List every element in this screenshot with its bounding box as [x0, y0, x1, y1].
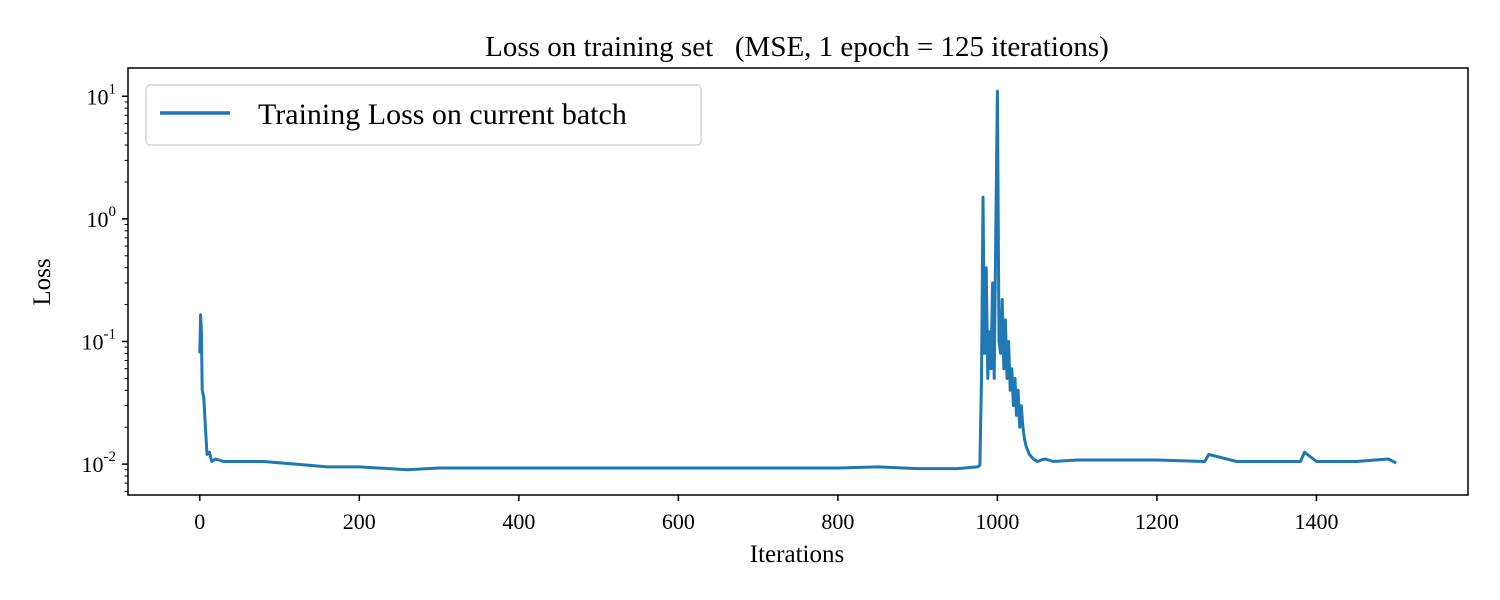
plot-area — [127, 67, 1469, 496]
chart-title: Loss on training set (MSE, 1 epoch = 125… — [485, 31, 1109, 63]
x-tick-label: 400 — [502, 509, 535, 534]
x-tick-label: 1200 — [1135, 509, 1179, 534]
plot-frame — [127, 67, 1469, 496]
y-tick-label: 10-1 — [82, 327, 117, 355]
x-tick-label: 800 — [821, 509, 854, 534]
series-line-training-loss — [198, 89, 1397, 472]
y-axis-label: Loss — [29, 258, 56, 305]
x-tick-label: 1400 — [1294, 509, 1338, 534]
x-tick-label: 200 — [343, 509, 376, 534]
y-axis: 10-2 10-1 100 101 — [82, 81, 128, 492]
legend-label: Training Loss on current batch — [258, 98, 627, 131]
legend-box — [145, 84, 702, 146]
x-tick-label: 1000 — [975, 509, 1019, 534]
y-tick-label: 101 — [87, 81, 117, 109]
y-tick-label: 10-2 — [82, 449, 117, 477]
x-tick-label: 600 — [662, 509, 695, 534]
x-axis-label: Iterations — [750, 541, 844, 568]
x-axis: 0 200 400 600 800 1000 1200 1400 — [194, 495, 1338, 534]
legend: Training Loss on current batch — [145, 84, 702, 146]
x-tick-label: 0 — [194, 509, 205, 534]
y-tick-label: 100 — [87, 204, 117, 232]
